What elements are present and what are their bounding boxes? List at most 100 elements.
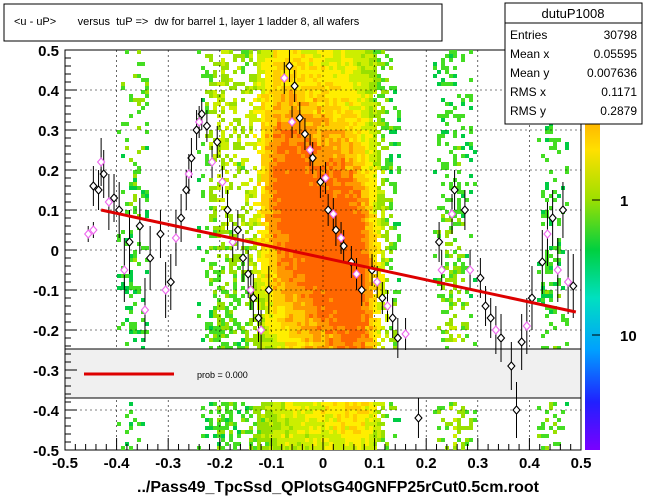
heatmap-cell: [261, 294, 265, 298]
heatmap-cell: [245, 90, 249, 94]
heatmap-cell: [341, 418, 345, 422]
heatmap-cell: [309, 262, 313, 266]
heatmap-cell: [357, 146, 361, 150]
heatmap-cell: [341, 230, 345, 234]
heatmap-cell: [349, 290, 353, 294]
heatmap-cell: [249, 130, 253, 134]
heatmap-cell: [445, 122, 449, 126]
heatmap-cell: [361, 410, 365, 414]
heatmap-cell: [137, 214, 141, 218]
heatmap-cell: [221, 414, 225, 418]
heatmap-cell: [141, 146, 145, 150]
heatmap-cell: [293, 330, 297, 334]
heatmap-cell: [225, 78, 229, 82]
heatmap-cell: [345, 310, 349, 314]
heatmap-cell: [373, 250, 377, 254]
heatmap-cell: [365, 342, 369, 346]
heatmap-cell: [353, 122, 357, 126]
heatmap-cell: [441, 406, 445, 410]
heatmap-cell: [309, 214, 313, 218]
heatmap-cell: [257, 414, 261, 418]
heatmap-cell: [281, 98, 285, 102]
heatmap-cell: [265, 342, 269, 346]
heatmap-cell: [281, 170, 285, 174]
heatmap-cell: [285, 414, 289, 418]
black-point: [569, 281, 578, 291]
heatmap-cell: [337, 54, 341, 58]
heatmap-cell: [273, 270, 277, 274]
heatmap-cell: [289, 418, 293, 422]
heatmap-cell: [297, 338, 301, 342]
heatmap-cell: [297, 150, 301, 154]
heatmap-cell: [377, 306, 381, 310]
heatmap-cell: [341, 138, 345, 142]
heatmap-cell: [461, 338, 465, 342]
heatmap-cell: [129, 282, 133, 286]
heatmap-cell: [145, 270, 149, 274]
heatmap-cell: [293, 414, 297, 418]
heatmap-cell: [237, 434, 241, 438]
heatmap-cell: [261, 170, 265, 174]
heatmap-cell: [305, 330, 309, 334]
heatmap-cell: [317, 222, 321, 226]
heatmap-cell: [365, 158, 369, 162]
heatmap-cell: [305, 154, 309, 158]
heatmap-cell: [261, 62, 265, 66]
heatmap-cell: [269, 170, 273, 174]
heatmap-cell: [337, 418, 341, 422]
heatmap-cell: [329, 318, 333, 322]
heatmap-cell: [373, 418, 377, 422]
heatmap-cell: [265, 234, 269, 238]
heatmap-cell: [277, 206, 281, 210]
heatmap-cell: [393, 186, 397, 190]
heatmap-cell: [293, 430, 297, 434]
heatmap-cell: [313, 78, 317, 82]
heatmap-cell: [241, 294, 245, 298]
heatmap-cell: [313, 410, 317, 414]
heatmap-cell: [349, 330, 353, 334]
heatmap-cell: [377, 186, 381, 190]
heatmap-cell: [357, 342, 361, 346]
heatmap-cell: [285, 78, 289, 82]
heatmap-cell: [297, 82, 301, 86]
heatmap-cell: [221, 326, 225, 330]
heatmap-cell: [341, 146, 345, 150]
heatmap-cell: [265, 406, 269, 410]
heatmap-cell: [237, 142, 241, 146]
heatmap-cell: [313, 126, 317, 130]
heatmap-cell: [305, 66, 309, 70]
heatmap-cell: [261, 198, 265, 202]
heatmap-cell: [441, 118, 445, 122]
heatmap-cell: [285, 162, 289, 166]
heatmap-cell: [245, 334, 249, 338]
heatmap-cell: [229, 326, 233, 330]
heatmap-cell: [273, 422, 277, 426]
heatmap-cell: [373, 342, 377, 346]
heatmap-cell: [465, 266, 469, 270]
heatmap-cell: [313, 282, 317, 286]
heatmap-cell: [537, 406, 541, 410]
heatmap-cell: [465, 142, 469, 146]
heatmap-cell: [277, 426, 281, 430]
heatmap-cell: [345, 218, 349, 222]
heatmap-cell: [457, 422, 461, 426]
heatmap-cell: [317, 330, 321, 334]
heatmap-cell: [341, 298, 345, 302]
heatmap-cell: [265, 246, 269, 250]
heatmap-cell: [377, 262, 381, 266]
heatmap-cell: [197, 150, 201, 154]
heatmap-cell: [233, 322, 237, 326]
heatmap-cell: [301, 82, 305, 86]
heatmap-cell: [293, 50, 297, 54]
heatmap-cell: [333, 254, 337, 258]
heatmap-cell: [293, 306, 297, 310]
heatmap-cell: [337, 134, 341, 138]
heatmap-cell: [349, 346, 353, 350]
heatmap-cell: [317, 274, 321, 278]
heatmap-cell: [301, 290, 305, 294]
heatmap-cell: [349, 422, 353, 426]
heatmap-cell: [297, 334, 301, 338]
heatmap-cell: [241, 54, 245, 58]
heatmap-cell: [281, 278, 285, 282]
heatmap-cell: [325, 434, 329, 438]
